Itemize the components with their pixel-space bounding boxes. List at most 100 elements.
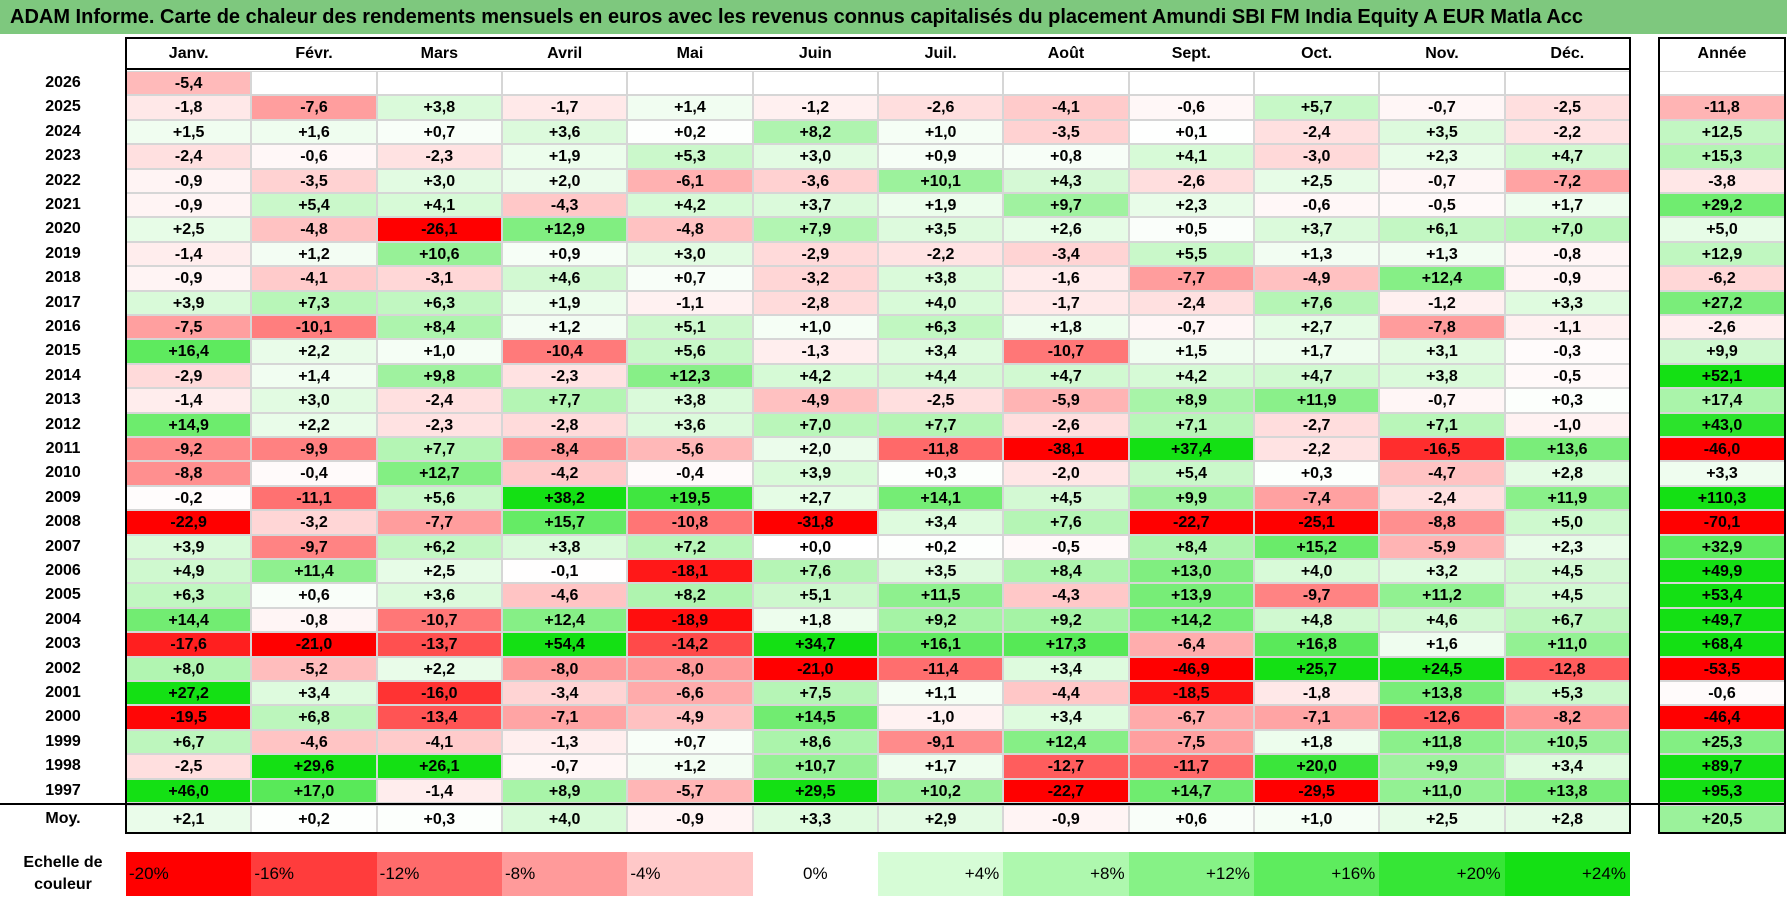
heatmap-cell: +1,8 bbox=[1003, 315, 1129, 340]
heatmap-cell: +0,6 bbox=[251, 583, 377, 608]
heatmap-cell: +2,0 bbox=[752, 437, 878, 462]
heatmap-cell bbox=[752, 71, 878, 96]
annual-cell: +49,7 bbox=[1659, 607, 1785, 633]
heatmap-cell: +7,7 bbox=[376, 437, 502, 462]
scale-swatch: -16% bbox=[251, 852, 377, 896]
heatmap-cell: +3,1 bbox=[1379, 339, 1505, 364]
heatmap-cell: +9,9 bbox=[1379, 754, 1505, 779]
heatmap-cell: +5,3 bbox=[1504, 681, 1630, 706]
heatmap-cell: -5,9 bbox=[1003, 388, 1129, 413]
heatmap-cell: -46,9 bbox=[1128, 656, 1254, 681]
heatmap-cell: +0,7 bbox=[627, 729, 753, 755]
heatmap-cell: +17,0 bbox=[251, 778, 377, 803]
heatmap-cell: -7,1 bbox=[1253, 705, 1380, 730]
annual-cell: +89,7 bbox=[1659, 754, 1785, 779]
month-header: Juin bbox=[798, 45, 832, 62]
annual-cell: +25,3 bbox=[1659, 729, 1785, 755]
heatmap-cell: -2,7 bbox=[1253, 412, 1380, 437]
heatmap-cell: +10,7 bbox=[752, 754, 878, 779]
heatmap-cell: -7,5 bbox=[1128, 729, 1254, 755]
heatmap-cell: -0,7 bbox=[501, 754, 628, 779]
heatmap-cell: +3,0 bbox=[752, 144, 878, 169]
heatmap-cell: +4,7 bbox=[1253, 363, 1380, 389]
heatmap-cell: +8,9 bbox=[501, 778, 628, 803]
heatmap-cell: -7,1 bbox=[501, 705, 628, 730]
year-label: 2000 bbox=[45, 708, 81, 726]
heatmap-cell: -7,7 bbox=[376, 510, 502, 535]
heatmap-cell: -10,7 bbox=[1003, 339, 1129, 364]
heatmap-cell: +3,9 bbox=[126, 534, 252, 559]
heatmap-cell: +2,2 bbox=[251, 339, 377, 364]
heatmap-cell: +8,4 bbox=[1003, 559, 1129, 584]
heatmap-cell: -16,5 bbox=[1379, 437, 1505, 462]
heatmap-cell: -0,1 bbox=[501, 559, 628, 584]
heatmap-cell: -12,7 bbox=[1003, 754, 1129, 779]
heatmap-cell: +1,9 bbox=[501, 144, 628, 169]
heatmap-cell: +3,6 bbox=[501, 119, 628, 145]
heatmap-cell: +8,2 bbox=[627, 583, 753, 608]
average-cell: +3,3 bbox=[752, 805, 878, 833]
annual-cell: +43,0 bbox=[1659, 412, 1785, 437]
heatmap-cell: -2,3 bbox=[376, 144, 502, 169]
heatmap-cell: +3,5 bbox=[877, 217, 1004, 242]
heatmap-cell: +9,9 bbox=[1128, 485, 1254, 511]
heatmap-cell: -2,6 bbox=[1003, 412, 1129, 437]
heatmap-cell: -8,0 bbox=[501, 656, 628, 681]
heatmap-cell: +2,0 bbox=[501, 168, 628, 193]
heatmap-cell: +3,5 bbox=[877, 559, 1004, 584]
annual-cell: +29,2 bbox=[1659, 193, 1785, 218]
annual-cell bbox=[1659, 71, 1785, 96]
scale-swatch: -20% bbox=[126, 852, 252, 896]
heatmap-cell: +4,5 bbox=[1504, 583, 1630, 608]
heatmap-cell: +6,2 bbox=[376, 534, 502, 559]
average-cell: +0,2 bbox=[251, 805, 377, 833]
annual-cell: +12,9 bbox=[1659, 241, 1785, 267]
heatmap-cell: +11,0 bbox=[1379, 778, 1505, 803]
year-label: 2021 bbox=[45, 196, 81, 213]
year-label: 2026 bbox=[45, 74, 81, 91]
heatmap-cell: -2,2 bbox=[1504, 119, 1630, 145]
year-label: 2017 bbox=[45, 293, 81, 311]
year-label: 2025 bbox=[45, 98, 81, 116]
heatmap-cell: -4,9 bbox=[627, 705, 753, 730]
annual-cell: -3,8 bbox=[1659, 168, 1785, 193]
heatmap-cell: -11,7 bbox=[1128, 754, 1254, 779]
heatmap-cell: -1,2 bbox=[752, 95, 878, 120]
heatmap-cell: -1,1 bbox=[627, 290, 753, 315]
annual-cell: -11,8 bbox=[1659, 95, 1785, 120]
heatmap-cell: -3,2 bbox=[752, 266, 878, 291]
heatmap-cell bbox=[1379, 71, 1505, 96]
heatmap-cell: -2,3 bbox=[376, 412, 502, 437]
heatmap-cell: -21,0 bbox=[251, 632, 377, 657]
heatmap-cell: +29,5 bbox=[752, 778, 878, 803]
heatmap-cell: -11,8 bbox=[877, 437, 1004, 462]
heatmap-cell: +6,1 bbox=[1379, 217, 1505, 242]
year-label: 2013 bbox=[45, 391, 81, 409]
heatmap-cell: +3,6 bbox=[376, 583, 502, 608]
heatmap-cell: -2,2 bbox=[877, 241, 1004, 267]
heatmap-cell bbox=[627, 71, 753, 96]
annual-cell: +9,9 bbox=[1659, 339, 1785, 364]
heatmap-cell: +14,2 bbox=[1128, 607, 1254, 633]
year-label: 2023 bbox=[45, 147, 81, 165]
heatmap-cell bbox=[376, 71, 502, 96]
heatmap-cell: +13,8 bbox=[1379, 681, 1505, 706]
heatmap-cell: -25,1 bbox=[1253, 510, 1380, 535]
heatmap-cell: +3,8 bbox=[501, 534, 628, 559]
scale-swatch: +24% bbox=[1504, 852, 1630, 896]
month-header: Août bbox=[1047, 45, 1085, 62]
heatmap-cell: -10,4 bbox=[501, 339, 628, 364]
heatmap-cell: +1,0 bbox=[376, 339, 502, 364]
heatmap-cell: +14,9 bbox=[126, 412, 252, 437]
heatmap-cell: +1,1 bbox=[877, 681, 1004, 706]
annual-cell: -53,5 bbox=[1659, 656, 1785, 681]
heatmap-cell: +13,6 bbox=[1504, 437, 1630, 462]
heatmap-cell: +7,1 bbox=[1128, 412, 1254, 437]
heatmap-cell: +11,0 bbox=[1504, 632, 1630, 657]
year-label: 2022 bbox=[45, 171, 81, 189]
heatmap-cell: -1,6 bbox=[1003, 266, 1129, 291]
month-header: Mai bbox=[676, 45, 704, 62]
heatmap-cell: +11,8 bbox=[1379, 729, 1505, 755]
heatmap-cell: +3,4 bbox=[251, 681, 377, 706]
heatmap-cell: +9,2 bbox=[1003, 607, 1129, 633]
